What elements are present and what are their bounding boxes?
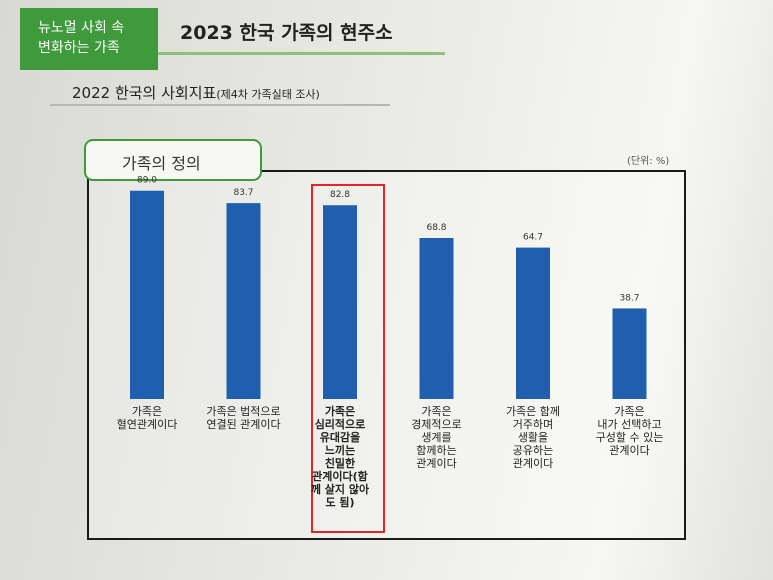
category-label-4: 가족은 함께 거주하며 생활을 공유하는 관계이다 bbox=[505, 405, 561, 470]
category-label-0: 가족은 혈연관계이다 bbox=[116, 405, 178, 431]
data-label-5: 38.7 bbox=[619, 293, 639, 303]
chart-frame bbox=[87, 170, 686, 540]
page-title: 2023 한국 가족의 현주소 bbox=[180, 22, 393, 44]
unit-label: (단위: %) bbox=[627, 156, 670, 167]
subtitle-note: (제4차 가족실태 조사) bbox=[216, 88, 320, 101]
category-label-3: 가족은 경제적으로 생계를 함께하는 관계이다 bbox=[411, 405, 462, 470]
bar-0 bbox=[130, 190, 164, 399]
chart-title-tab: 가족의 정의 bbox=[84, 139, 262, 181]
subtitle-main: 2022 한국의 사회지표 bbox=[72, 84, 217, 102]
chart-title: 가족의 정의 bbox=[122, 154, 201, 173]
section-tag: 뉴노멀 사회 속 변화하는 가족 bbox=[20, 8, 158, 70]
category-label-5: 가족은 내가 선택하고 구성할 수 있는 관계이다 bbox=[595, 405, 664, 457]
subtitle: 2022 한국의 사회지표(제4차 가족실태 조사) bbox=[72, 82, 320, 103]
category-label-2: 가족은 심리적으로 유대감을 느끼는 친밀한 관계이다(함 께 살지 않아 도 … bbox=[310, 405, 370, 509]
category-label-1: 가족은 법적으로 연결된 관계이다 bbox=[206, 405, 281, 431]
section-tag-line2: 변화하는 가족 bbox=[38, 40, 120, 56]
data-label-0: 89.0 bbox=[137, 176, 157, 186]
bar-3 bbox=[419, 238, 454, 399]
subtitle-bar: 2022 한국의 사회지표(제4차 가족실태 조사) bbox=[50, 80, 390, 106]
bar-4 bbox=[516, 247, 550, 399]
data-label-1: 83.7 bbox=[233, 188, 253, 198]
bar-1 bbox=[226, 203, 261, 399]
bar-2 bbox=[323, 205, 357, 399]
highlight-box bbox=[311, 184, 385, 533]
title-underline bbox=[158, 52, 445, 55]
data-label-2: 82.8 bbox=[330, 190, 350, 200]
bar-5 bbox=[612, 308, 647, 399]
data-label-3: 68.8 bbox=[426, 223, 446, 233]
data-label-4: 64.7 bbox=[523, 233, 543, 243]
section-tag-line1: 뉴노멀 사회 속 bbox=[38, 20, 125, 36]
